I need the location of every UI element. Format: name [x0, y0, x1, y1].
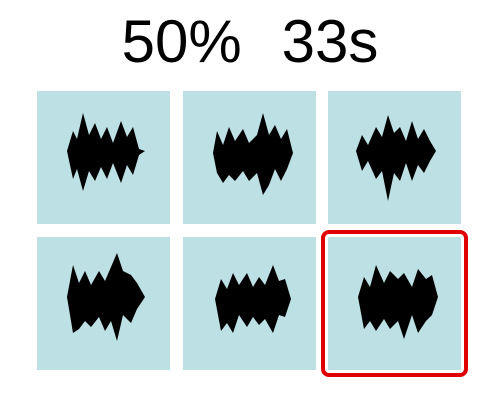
spiky-blob-icon: [213, 113, 293, 195]
spiky-blob-icon: [356, 115, 436, 201]
tile-5[interactable]: [183, 237, 316, 370]
progress-readout: 50%: [121, 8, 242, 75]
timer-readout: 33s: [281, 8, 379, 75]
tile-4[interactable]: [37, 237, 170, 370]
status-header: 50% 33s: [0, 6, 500, 78]
tile-6[interactable]: [321, 230, 468, 377]
tile-1[interactable]: [37, 91, 170, 224]
spiky-blob-icon: [215, 265, 291, 333]
tile-2[interactable]: [183, 91, 316, 224]
spiky-blob-icon: [67, 113, 145, 191]
spiky-blob-icon: [358, 265, 438, 339]
tile-grid: [37, 91, 468, 377]
tile-3[interactable]: [328, 91, 461, 224]
spiky-blob-icon: [67, 253, 145, 341]
